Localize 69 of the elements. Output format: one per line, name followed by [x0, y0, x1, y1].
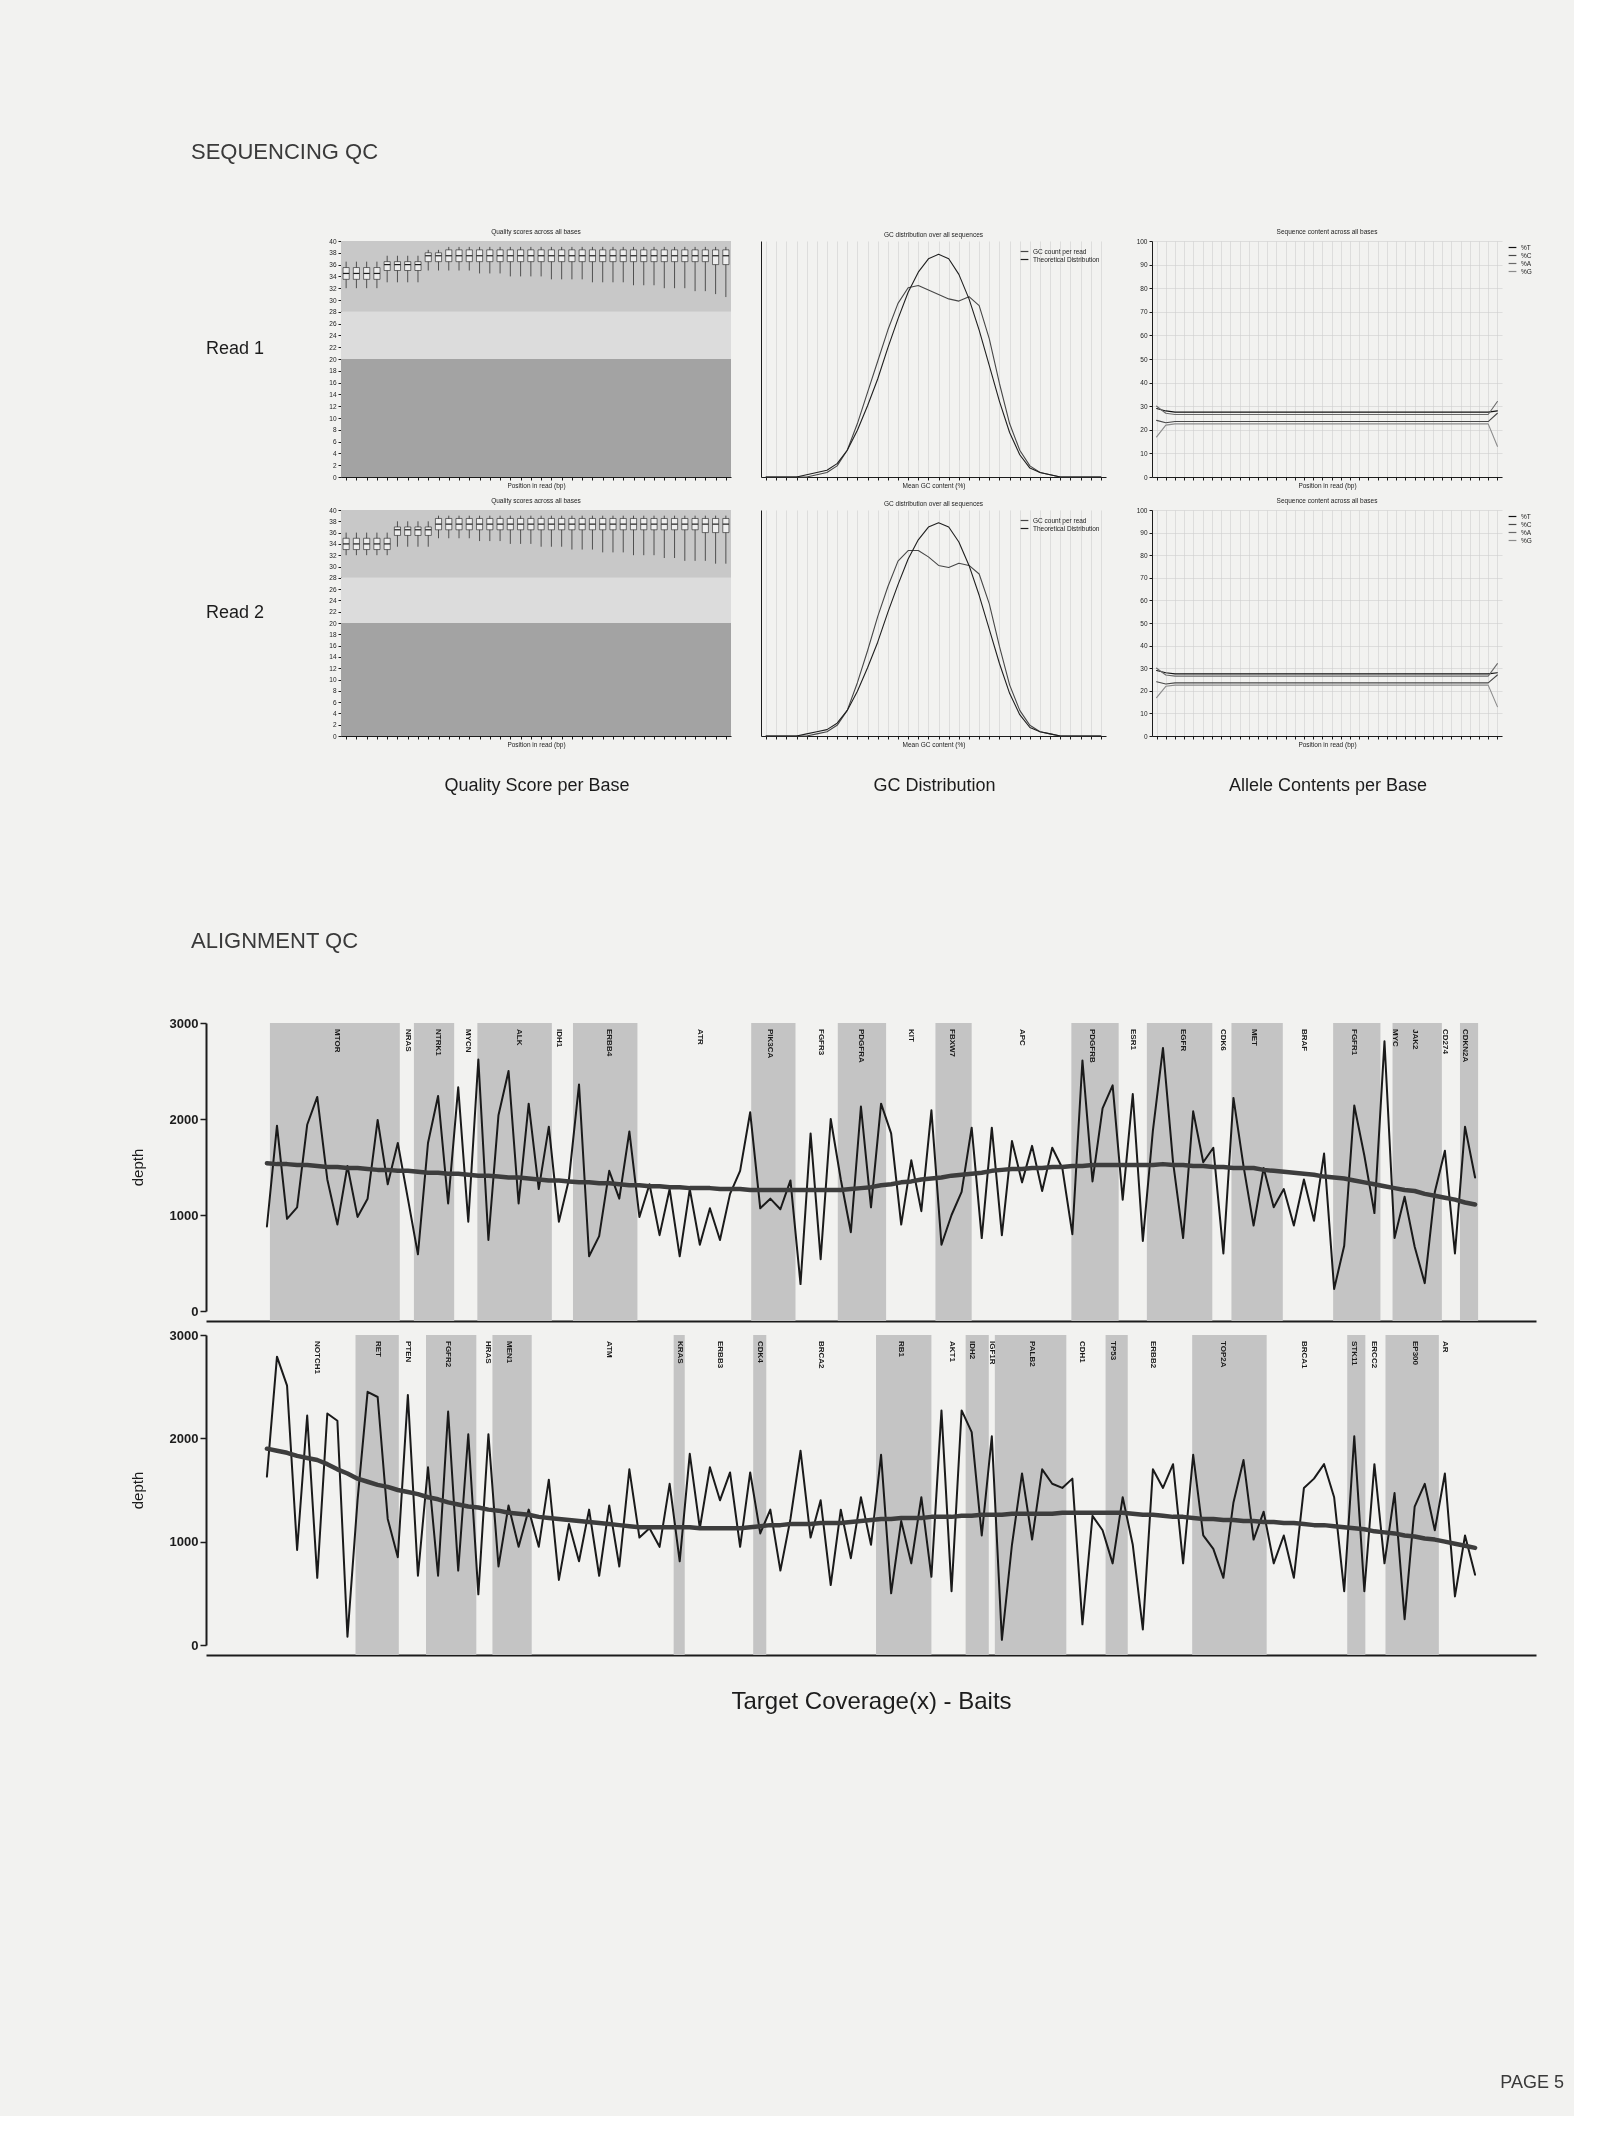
x-tick-label: ALK	[514, 1029, 524, 1046]
x-tick-label: EP300	[1410, 1341, 1420, 1366]
x-tick-label: PDGFRB	[1088, 1029, 1098, 1063]
x-tick-label: PDGFRA	[856, 1029, 866, 1063]
text: Quality Score per Base	[444, 775, 630, 795]
x-tick-label: KIT	[907, 1029, 917, 1042]
text: Read 2	[206, 602, 265, 622]
x-tick-label: MTOR	[333, 1029, 343, 1053]
y-tick-label: 3000	[169, 1015, 199, 1031]
x-tick-label: IGF1R	[987, 1341, 997, 1365]
x-tick-label: MYCN	[464, 1029, 474, 1053]
x-tick-label: NOTCH1	[313, 1341, 323, 1375]
text: PAGE 5	[1500, 2072, 1564, 2092]
x-tick-label: FBXW7	[947, 1029, 957, 1058]
x-tick-label: APC	[1018, 1029, 1028, 1047]
x-tick-label: ESR1	[1128, 1029, 1138, 1051]
x-tick-label: BRAF	[1299, 1029, 1309, 1052]
x-tick-label: ERBB2	[1148, 1341, 1158, 1369]
y-tick-label: 1000	[169, 1207, 199, 1223]
x-tick-label: CDK4	[756, 1341, 766, 1364]
x-tick-label: AR	[1440, 1341, 1450, 1353]
x-tick-label: FGFR3	[816, 1029, 826, 1056]
x-tick-label: CD274	[1440, 1029, 1450, 1055]
x-tick-label: JAK2	[1410, 1029, 1420, 1050]
y-tick-label: 0	[191, 1637, 199, 1653]
x-tick-label: ATM	[605, 1341, 615, 1359]
x-tick-label: ERCC2	[1370, 1341, 1380, 1369]
y-tick-label: 0	[191, 1303, 199, 1319]
x-tick-label: RET	[373, 1341, 383, 1358]
x-tick-label: BRCA1	[1299, 1341, 1309, 1370]
text: SEQUENCING QC	[191, 139, 379, 164]
x-tick-label: TOP2A	[1219, 1341, 1229, 1368]
x-tick-label: FGFR1	[1350, 1029, 1360, 1056]
x-tick-label: NTRK1	[434, 1029, 444, 1057]
x-tick-label: KRAS	[675, 1341, 685, 1365]
x-axis-title: Target Coverage(x) - Baits	[731, 1686, 1012, 1714]
x-tick-label: MEN1	[504, 1341, 514, 1364]
x-tick-label: CDKN2A	[1461, 1029, 1471, 1063]
x-tick-label: ERBB4	[605, 1029, 615, 1057]
x-tick-label: MET	[1249, 1029, 1259, 1046]
y-tick-label: 1000	[169, 1534, 199, 1550]
x-tick-label: MYC	[1390, 1029, 1400, 1047]
x-tick-label: ATR	[695, 1029, 705, 1046]
x-tick-label: STK11	[1350, 1341, 1360, 1367]
x-tick-label: NRAS	[403, 1029, 413, 1053]
x-tick-label: EGFR	[1179, 1029, 1189, 1052]
y-axis-title: depth	[128, 1471, 146, 1510]
y-tick-label: 2000	[169, 1111, 199, 1127]
x-tick-label: HRAS	[484, 1341, 494, 1365]
x-tick-label: FGFR2	[444, 1341, 454, 1368]
text: ALIGNMENT QC	[191, 928, 359, 953]
y-axis-title: depth	[128, 1148, 146, 1187]
text: GC Distribution	[873, 775, 996, 795]
x-tick-label: AKT1	[947, 1341, 957, 1363]
y-tick-label: 3000	[169, 1327, 199, 1343]
x-tick-label: ERBB3	[715, 1341, 725, 1369]
x-tick-label: PTEN	[403, 1341, 413, 1363]
x-tick-label: PIK3CA	[766, 1029, 776, 1059]
x-tick-label: RB1	[897, 1341, 907, 1358]
y-tick-label: 2000	[169, 1430, 199, 1446]
x-tick-label: IDH2	[967, 1341, 977, 1360]
x-tick-label: TP53	[1108, 1341, 1118, 1361]
text: Read 1	[206, 338, 265, 358]
x-tick-label: CDH1	[1078, 1341, 1088, 1364]
x-tick-label: CDK6	[1219, 1029, 1229, 1052]
x-tick-label: BRCA2	[816, 1341, 826, 1370]
x-tick-label: PALB2	[1028, 1341, 1038, 1368]
text: Allele Contents per Base	[1228, 775, 1428, 795]
x-tick-label: IDH1	[554, 1029, 564, 1048]
